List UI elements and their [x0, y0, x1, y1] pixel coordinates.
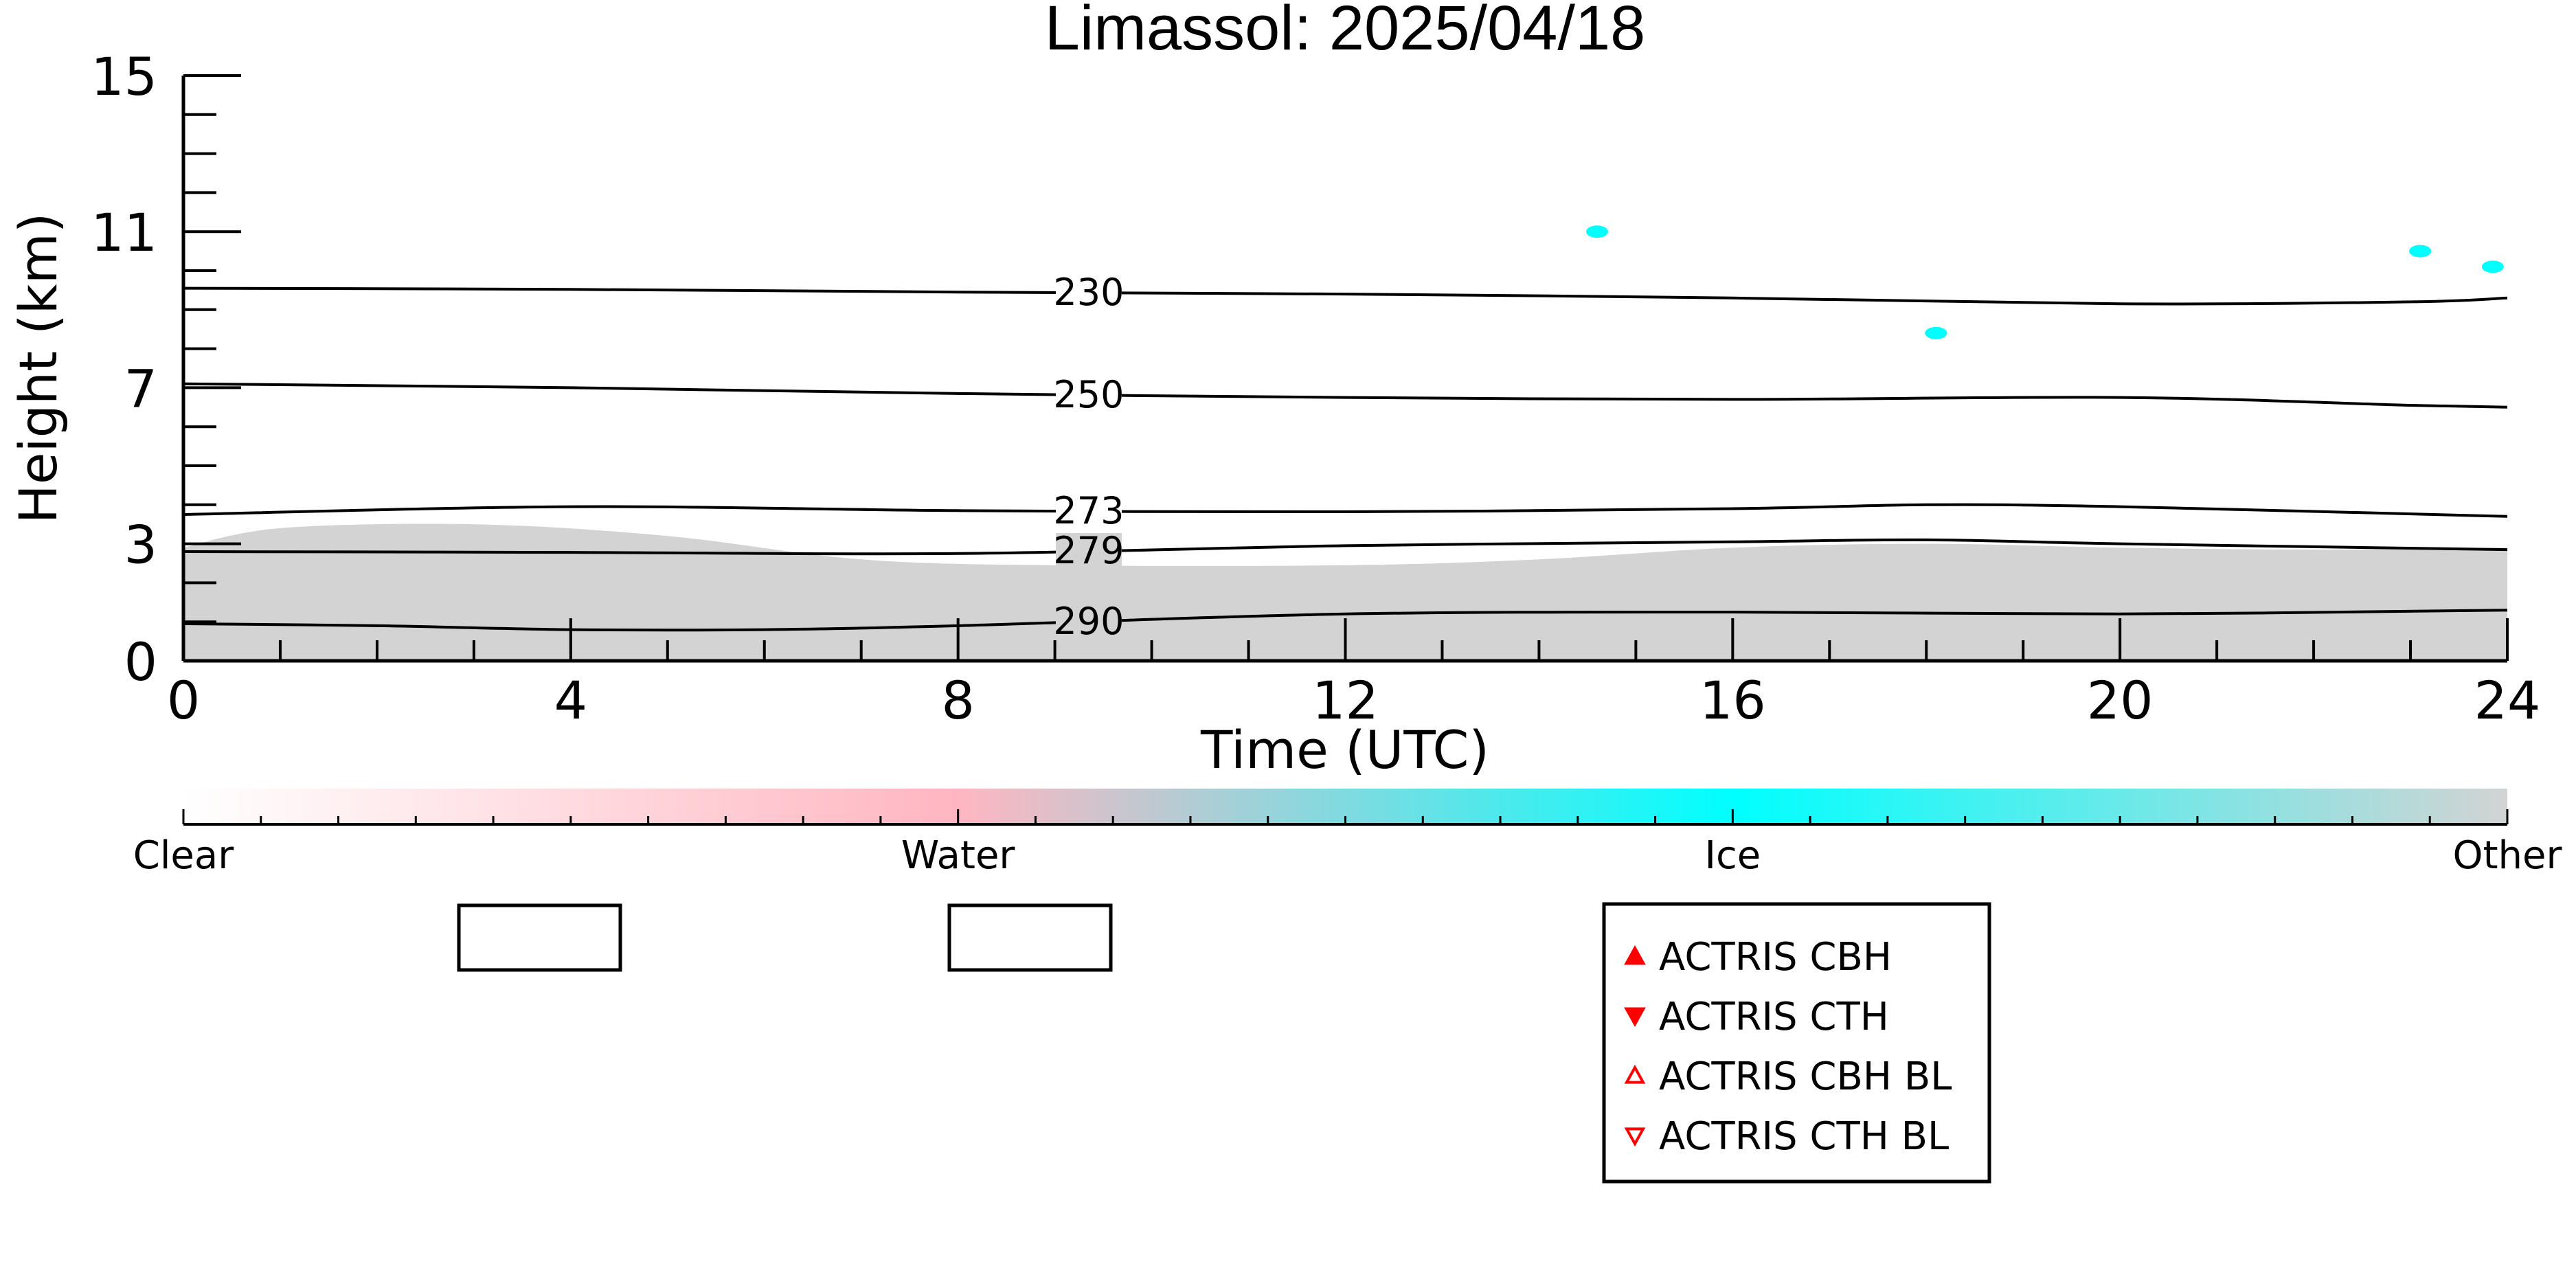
colorbar-label-other: Other: [2452, 833, 2562, 878]
x-axis-label: Time (UTC): [1200, 719, 1489, 780]
colorbar-label-ice: Ice: [1704, 833, 1761, 878]
isotherm-label-250: 250: [1053, 373, 1124, 416]
colorbar-label-water: Water: [901, 833, 1016, 878]
x-tick-label-16: 16: [1699, 670, 1766, 731]
colorbar-ticks: [182, 809, 2509, 824]
isotherm-label-bg-279: [1055, 532, 1122, 569]
classification-colorbar: Clear Water Ice Other: [133, 789, 2563, 878]
isotherm-label-bg-273: [1055, 493, 1122, 529]
legend-label-3: ACTRIS CTH BL: [1659, 1114, 1949, 1159]
legend-marker-2: [1624, 1064, 1646, 1084]
x-tick-label-12: 12: [1312, 670, 1379, 731]
y-tick-label-11: 11: [91, 202, 157, 263]
legend-label-2: ACTRIS CBH BL: [1659, 1054, 1952, 1099]
legend-marker-1: [1624, 1007, 1646, 1028]
isotherm-279: [183, 538, 2507, 556]
isotherm-250: [183, 382, 2507, 409]
empty-legend-box-left: [457, 903, 622, 972]
legend-marker-0: [1624, 945, 1646, 965]
isotherm-lines: [183, 286, 2507, 632]
isotherm-label-279: 279: [1053, 529, 1124, 572]
isotherm-label-bg-290: [1055, 604, 1122, 640]
ice-patch-0: [1585, 225, 1608, 238]
isotherm-label-273: 273: [1053, 489, 1124, 532]
other-class-region: [183, 523, 2507, 661]
ice-patch-1: [1925, 326, 1947, 339]
colorbar-label-clear: Clear: [133, 833, 234, 878]
isotherm-label-bg-250: [1055, 376, 1122, 413]
x-tick-label-24: 24: [2474, 670, 2541, 731]
ice-class-patches: [1585, 225, 2504, 339]
y-axis-label: Height (km): [8, 213, 69, 524]
empty-legend-box-middle: [947, 903, 1113, 972]
y-tick-label-0: 0: [124, 631, 157, 692]
x-tick-label-0: 0: [167, 670, 200, 731]
isotherm-273: [183, 503, 2507, 518]
colorbar-labels: Clear Water Ice Other: [133, 833, 2563, 878]
plot-area: [183, 225, 2507, 661]
ice-patch-3: [2481, 260, 2504, 273]
isotherm-label-bg-230: [1055, 275, 1122, 311]
chart-title: Limassol: 2025/04/18: [1045, 0, 1646, 63]
y-tick-label-15: 15: [91, 46, 157, 107]
x-tick-label-4: 4: [554, 670, 587, 731]
isotherm-290: [183, 609, 2507, 632]
y-tick-label-3: 3: [124, 515, 157, 576]
y-tick-label-7: 7: [124, 358, 157, 419]
isotherm-label-230: 230: [1053, 271, 1124, 314]
axes: 0 3 7 11 15 0 4 8 12 16 20 24: [91, 46, 2540, 731]
legend-label-0: ACTRIS CBH: [1659, 935, 1892, 980]
x-tick-label-8: 8: [941, 670, 974, 731]
ice-patch-2: [2409, 245, 2432, 258]
isotherm-label-290: 290: [1053, 600, 1124, 643]
legend-frame: [1602, 902, 1991, 1184]
isotherm-230: [183, 286, 2507, 306]
legend-label-1: ACTRIS CTH: [1659, 995, 1889, 1039]
legend-marker-3: [1624, 1127, 1646, 1147]
x-tick-label-20: 20: [2087, 670, 2154, 731]
marker-legend: ACTRIS CBH ACTRIS CTH ACTRIS CBH BL ACTRIS …: [1602, 902, 1991, 1184]
